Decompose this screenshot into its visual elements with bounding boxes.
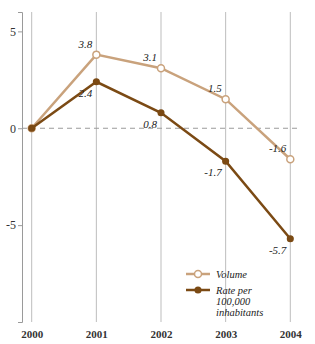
data-label: 3.1 — [142, 51, 157, 63]
y-tick-label: 5 — [10, 25, 16, 39]
y-axis: 5 0 -5 — [6, 13, 23, 323]
grid-line — [161, 12, 162, 322]
y-tick-mark — [18, 225, 22, 226]
legend-label: Rate per100,000inhabitants — [215, 285, 263, 318]
point — [222, 96, 229, 103]
grid-line — [290, 12, 291, 322]
x-tick: 2002 — [151, 322, 174, 340]
data-label: 2.4 — [79, 87, 93, 99]
y-tick-label: 0 — [10, 122, 16, 136]
point — [94, 79, 100, 85]
x-tick-label: 2003 — [215, 328, 238, 340]
y-tick: 5 — [10, 25, 22, 39]
grid-line — [31, 12, 32, 322]
y-tick: -5 — [6, 218, 22, 232]
y-axis-line — [18, 13, 23, 323]
series-line — [32, 55, 291, 160]
x-tick-label: 2002 — [151, 328, 174, 340]
x-tick-label: 2004 — [280, 328, 303, 340]
point — [158, 65, 165, 72]
data-label: -5.7 — [269, 244, 287, 256]
point — [158, 110, 164, 116]
plot-area — [28, 51, 294, 241]
legend-marker — [195, 271, 202, 278]
y-tick-mark — [18, 128, 22, 129]
data-labels: 3.8 3.1 1.5 -1.6 2.4 0.8 -1.7 -5.7 — [78, 38, 287, 256]
x-tick: 2001 — [86, 322, 108, 340]
x-grid — [32, 12, 291, 322]
x-tick: 2003 — [215, 322, 238, 340]
data-label: -1.7 — [204, 166, 222, 178]
series-line — [32, 82, 291, 239]
data-label: 0.8 — [143, 118, 157, 130]
data-label: -1.6 — [269, 142, 287, 154]
x-tick-label: 2000 — [21, 328, 44, 340]
legend: Volume Rate per100,000inhabitants — [186, 269, 263, 318]
legend-marker — [195, 287, 201, 293]
data-label: 1.5 — [208, 82, 222, 94]
legend-label: Volume — [216, 269, 247, 280]
y-tick: 0 — [10, 122, 22, 136]
point — [288, 236, 294, 242]
x-axis: 2000 2001 2002 2003 2004 — [21, 322, 302, 340]
point — [287, 156, 294, 163]
point — [29, 125, 35, 131]
chart: 2000 2001 2002 2003 2004 5 0 -5 3.8 3.1 1.5 -1.6 2.4… — [0, 0, 315, 344]
point — [28, 125, 35, 132]
y-tick-label: -5 — [6, 218, 16, 232]
point — [93, 51, 100, 58]
x-tick: 2000 — [21, 322, 44, 340]
point — [223, 158, 229, 164]
x-tick: 2004 — [280, 322, 303, 340]
x-tick-label: 2001 — [86, 328, 108, 340]
y-tick-mark — [18, 31, 22, 32]
data-label: 3.8 — [78, 38, 93, 50]
